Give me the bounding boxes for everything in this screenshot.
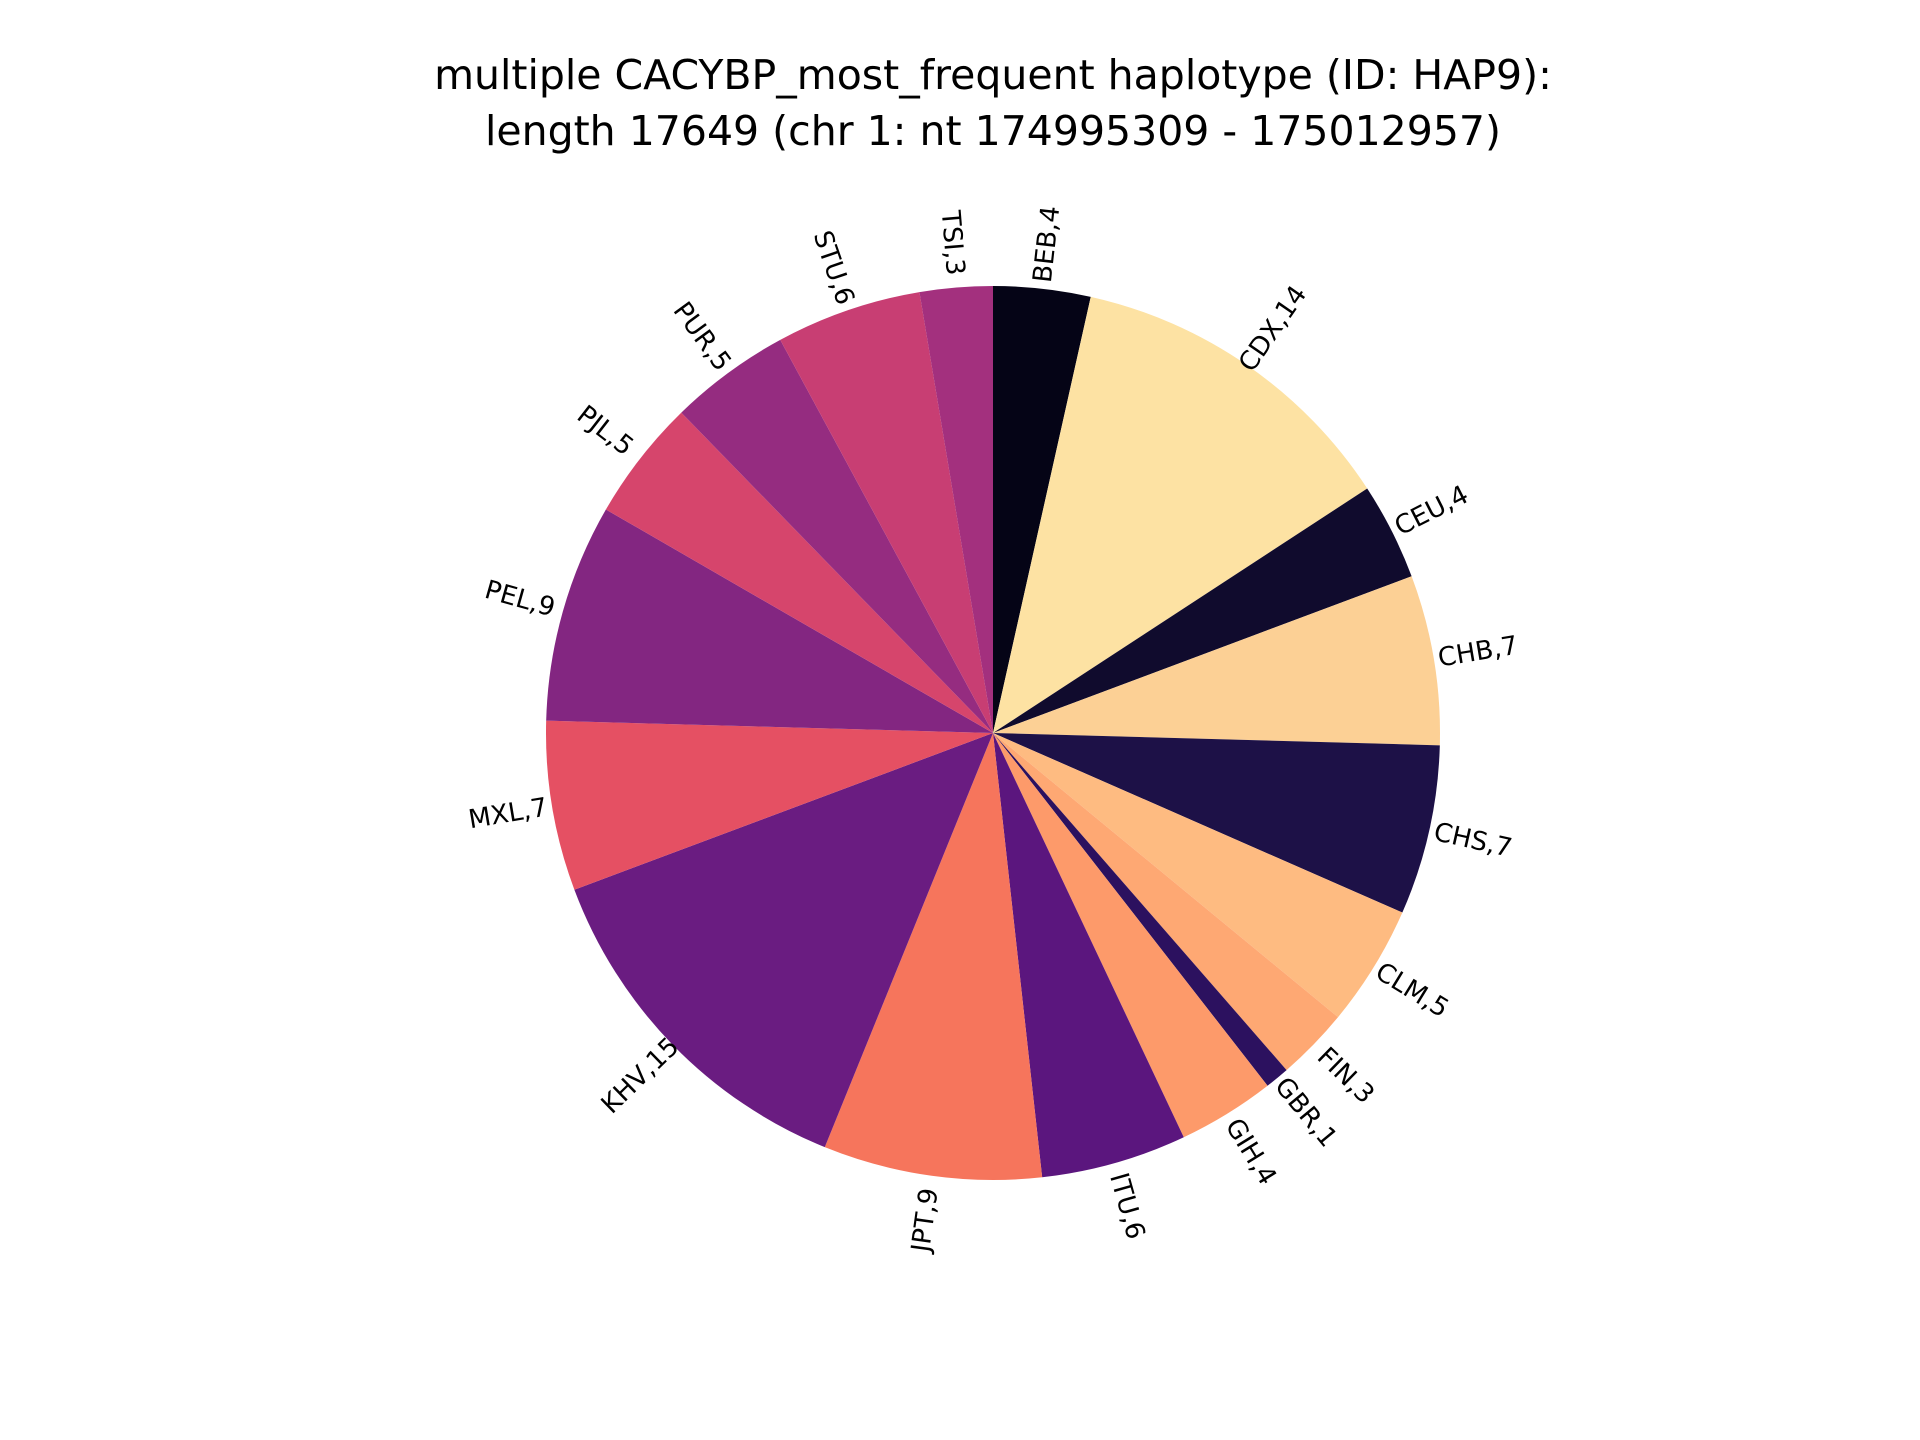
pie-label-itu: ITU,6: [1103, 1170, 1150, 1243]
pie-label-clm: CLM,5: [1370, 957, 1454, 1024]
pie-label-beb: BEB,4: [1028, 204, 1066, 284]
pie-label-khv: KHV,15: [596, 1032, 686, 1120]
pie-label-gbr: GBR,1: [1268, 1072, 1343, 1153]
pie-slice-fin: [993, 733, 1339, 1071]
pie-slice-cdx: [993, 296, 1368, 733]
pie-slice-beb: [993, 286, 1091, 733]
pie-slice-jpt: [824, 733, 1043, 1180]
pie-label-pur: PUR,5: [667, 297, 737, 377]
pie-slice-chb: [993, 576, 1440, 746]
pie-label-gih: GIH,4: [1219, 1113, 1282, 1190]
pie-label-fin: FIN,3: [1311, 1042, 1380, 1110]
pie-label-cdx: CDX,14: [1233, 280, 1313, 377]
pie-label-pjl: PJL,5: [571, 400, 639, 462]
pie-slices: [546, 286, 1440, 1180]
pie-slice-pel: [546, 509, 993, 733]
pie-label-mxl: MXL,7: [466, 793, 549, 836]
pie-slice-khv: [574, 733, 993, 1148]
pie-slice-gih: [993, 733, 1268, 1138]
chart-title-line-1: multiple CACYBP_most_frequent haplotype …: [434, 51, 1552, 99]
pie-slice-pjl: [605, 412, 993, 733]
pie-label-chb: CHB,7: [1436, 631, 1520, 674]
pie-label-jpt: JPT,9: [906, 1186, 945, 1256]
pie-label-chs: CHS,7: [1431, 817, 1515, 864]
pie-label-stu: STU,6: [807, 227, 860, 309]
pie-slice-ceu: [993, 488, 1412, 733]
pie-slice-itu: [993, 733, 1184, 1178]
pie-slice-stu: [780, 292, 993, 733]
pie-label-ceu: CEU,4: [1390, 480, 1474, 542]
pie-slice-mxl: [546, 720, 993, 890]
pie-slice-pur: [681, 339, 993, 733]
pie-slice-gbr: [993, 733, 1287, 1086]
chart-title-line-2: length 17649 (chr 1: nt 174995309 - 1750…: [485, 107, 1501, 155]
pie-label-pel: PEL,9: [481, 575, 558, 623]
pie-label-tsi: TSI,3: [935, 208, 970, 276]
pie-slice-tsi: [919, 286, 993, 733]
pie-slice-chs: [993, 733, 1440, 913]
pie-slice-clm: [993, 733, 1403, 1018]
